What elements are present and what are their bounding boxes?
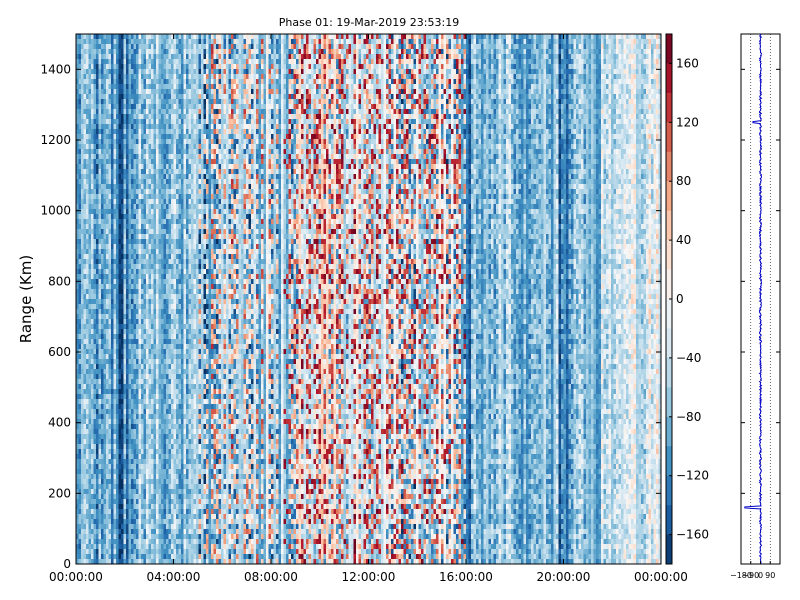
heatmap-cells	[76, 34, 662, 565]
chart-title: Phase 01: 19-Mar-2019 23:53:19	[279, 16, 459, 29]
